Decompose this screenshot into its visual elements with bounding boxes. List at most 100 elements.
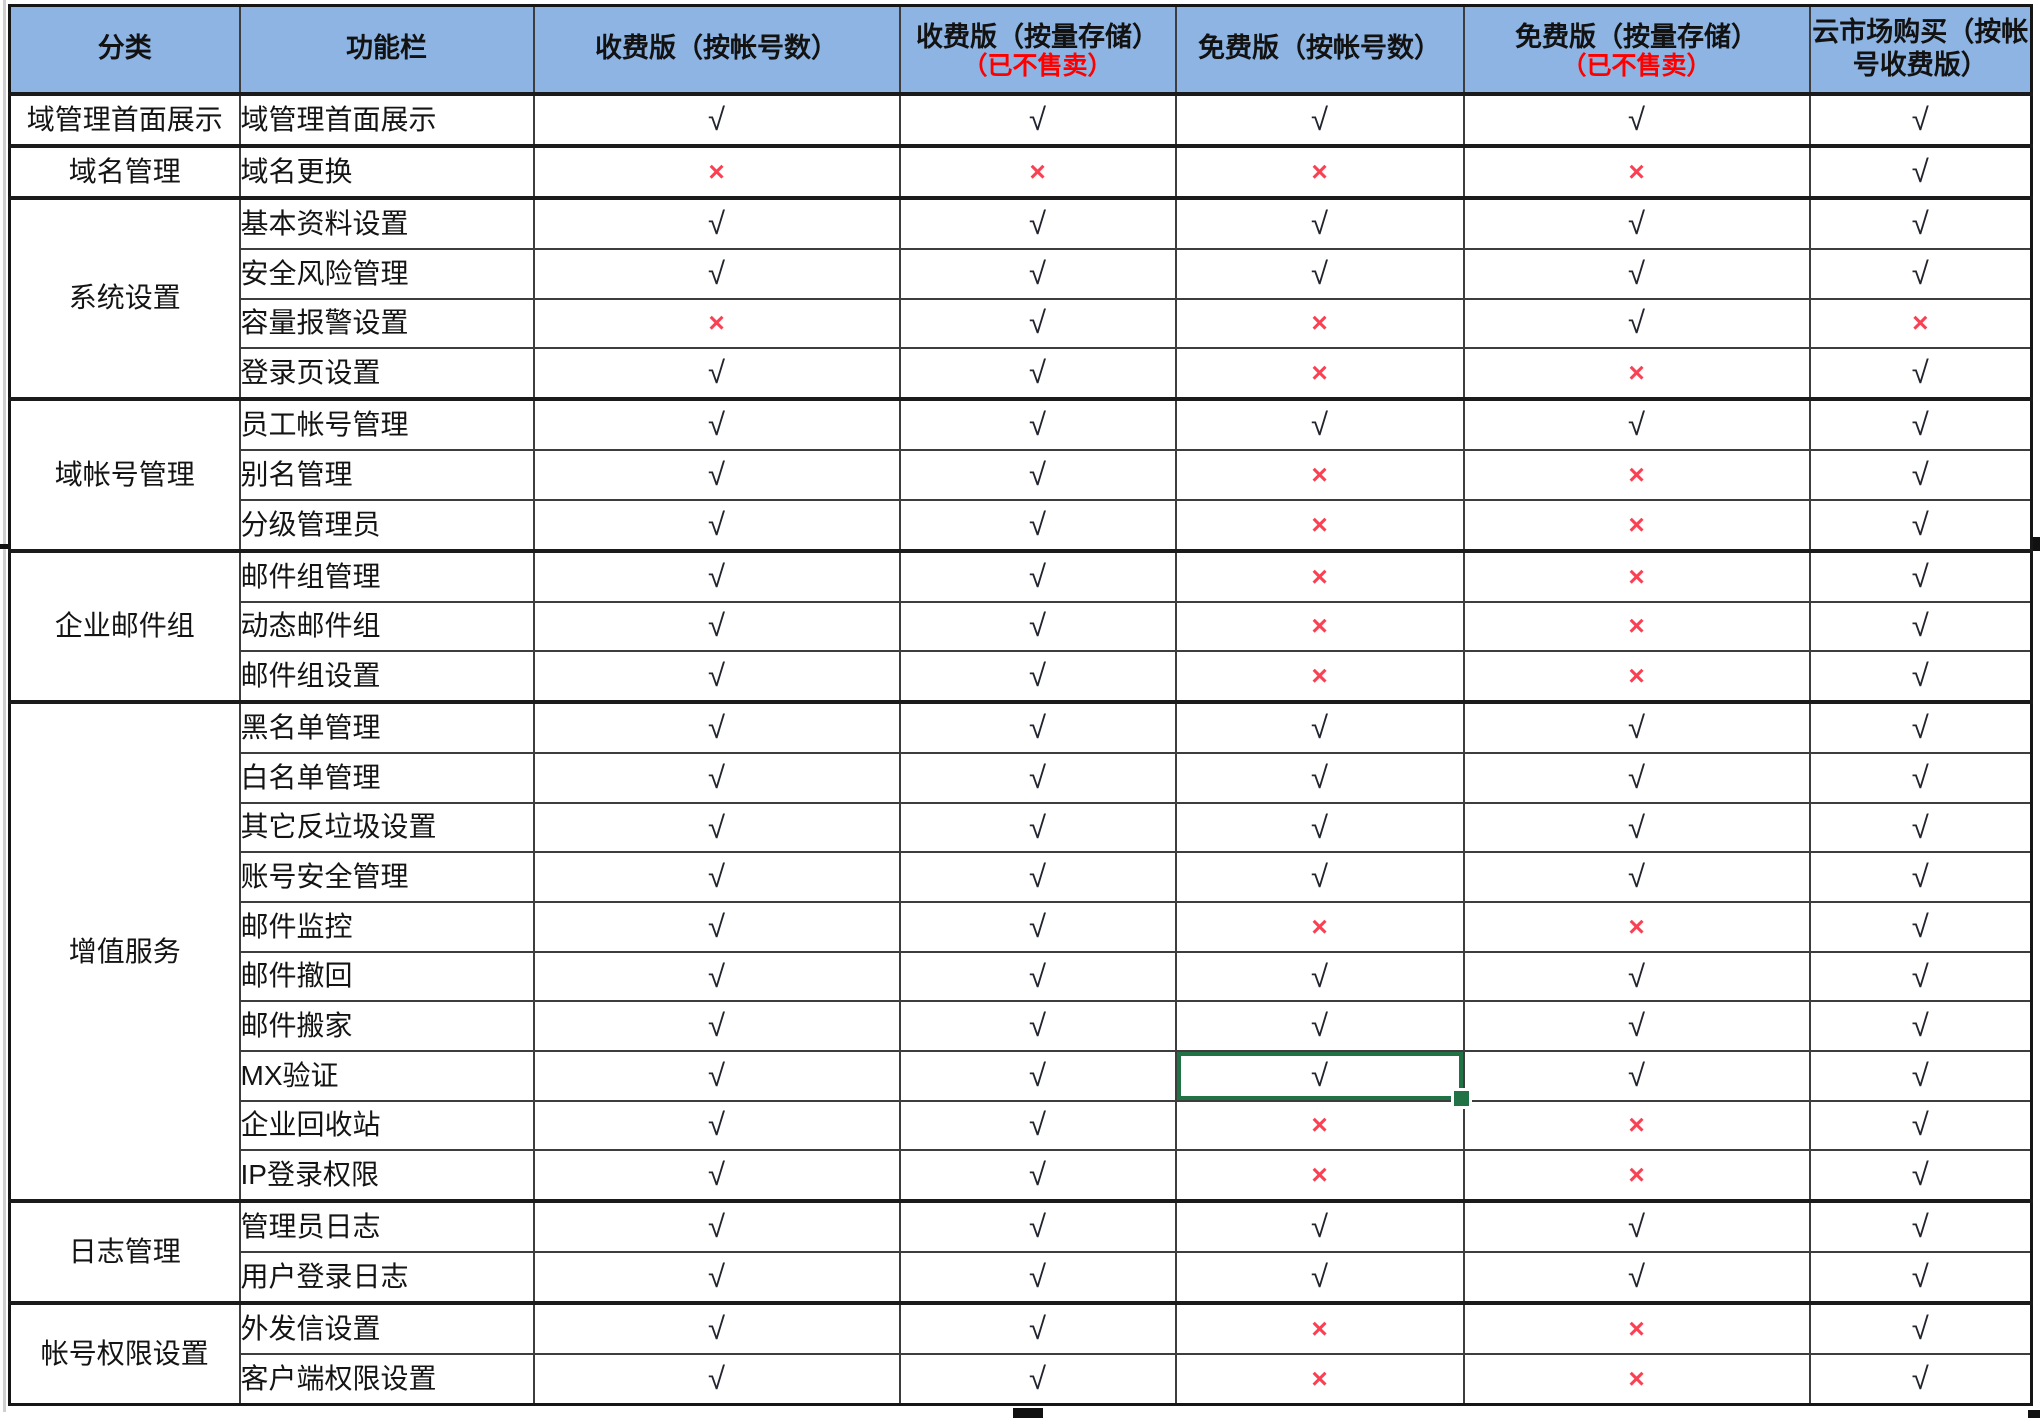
cross-mark-cell[interactable]: × [1174, 1301, 1465, 1355]
check-mark-cell[interactable]: √ [532, 901, 901, 953]
column-header-4[interactable]: 免费版（按帐号数） [1174, 4, 1465, 95]
check-mark-cell[interactable]: √ [1462, 1251, 1811, 1305]
check-mark-cell[interactable]: √ [532, 449, 901, 501]
check-mark-cell[interactable]: √ [1462, 1049, 1811, 1102]
check-mark-cell[interactable]: √ [1462, 397, 1811, 452]
check-mark-cell[interactable]: √ [532, 1251, 901, 1305]
check-mark-cell[interactable]: √ [1174, 851, 1465, 904]
check-mark-cell[interactable]: √ [1462, 247, 1811, 300]
check-mark-cell[interactable]: √ [1808, 950, 2033, 1003]
check-mark-cell[interactable]: √ [1808, 851, 2033, 904]
category-cell[interactable]: 域名管理 [8, 143, 241, 200]
cross-mark-cell[interactable]: × [1174, 143, 1465, 200]
check-mark-cell[interactable]: √ [532, 247, 901, 300]
feature-cell[interactable]: 员工帐号管理 [238, 397, 535, 452]
check-mark-cell[interactable]: √ [532, 1049, 901, 1102]
column-header-2[interactable]: 收费版（按帐号数） [532, 4, 901, 95]
check-mark-cell[interactable]: √ [898, 247, 1177, 300]
cross-mark-cell[interactable]: × [1174, 650, 1465, 704]
check-mark-cell[interactable]: √ [1462, 1000, 1811, 1052]
check-mark-cell[interactable]: √ [1174, 196, 1465, 250]
cross-mark-cell[interactable]: × [1462, 498, 1811, 552]
check-mark-cell[interactable]: √ [1808, 752, 2033, 804]
feature-cell[interactable]: IP登录权限 [238, 1149, 535, 1203]
cross-mark-cell[interactable]: × [1174, 1099, 1465, 1152]
check-mark-cell[interactable]: √ [532, 1149, 901, 1203]
cross-mark-cell[interactable]: × [532, 143, 901, 200]
feature-cell[interactable]: 黑名单管理 [238, 700, 535, 755]
check-mark-cell[interactable]: √ [532, 397, 901, 452]
check-mark-cell[interactable]: √ [898, 851, 1177, 904]
feature-cell[interactable]: MX验证 [238, 1049, 535, 1102]
cross-mark-cell[interactable]: × [1174, 498, 1465, 552]
cross-mark-cell[interactable]: × [1174, 347, 1465, 401]
feature-cell[interactable]: 安全风险管理 [238, 247, 535, 300]
cross-mark-cell[interactable]: × [1462, 901, 1811, 953]
cross-mark-cell[interactable]: × [1462, 650, 1811, 704]
feature-cell[interactable]: 邮件撤回 [238, 950, 535, 1003]
check-mark-cell[interactable]: √ [1808, 1000, 2033, 1052]
cross-mark-cell[interactable]: × [1808, 297, 2033, 350]
check-mark-cell[interactable]: √ [532, 650, 901, 704]
check-mark-cell[interactable]: √ [1462, 297, 1811, 350]
feature-cell[interactable]: 其它反垃圾设置 [238, 801, 535, 854]
check-mark-cell[interactable]: √ [898, 650, 1177, 704]
check-mark-cell[interactable]: √ [1808, 1099, 2033, 1152]
cross-mark-cell[interactable]: × [532, 297, 901, 350]
cross-mark-cell[interactable]: × [1462, 548, 1811, 603]
check-mark-cell[interactable]: √ [898, 548, 1177, 603]
cross-mark-cell[interactable]: × [1462, 143, 1811, 200]
check-mark-cell[interactable]: √ [898, 1301, 1177, 1355]
check-mark-cell[interactable]: √ [532, 1099, 901, 1152]
feature-cell[interactable]: 邮件组设置 [238, 650, 535, 704]
check-mark-cell[interactable]: √ [898, 449, 1177, 501]
check-mark-cell[interactable]: √ [1808, 600, 2033, 653]
feature-cell[interactable]: 用户登录日志 [238, 1251, 535, 1305]
check-mark-cell[interactable]: √ [1808, 1049, 2033, 1102]
selected-cell[interactable]: √ [1174, 1049, 1472, 1109]
check-mark-cell[interactable]: √ [898, 950, 1177, 1003]
feature-cell[interactable]: 容量报警设置 [238, 297, 535, 350]
category-cell[interactable]: 域帐号管理 [8, 397, 241, 552]
check-mark-cell[interactable]: √ [898, 801, 1177, 854]
check-mark-cell[interactable]: √ [1174, 1251, 1465, 1305]
check-mark-cell[interactable]: √ [1808, 91, 2033, 147]
column-header-1[interactable]: 功能栏 [238, 4, 535, 95]
category-cell[interactable]: 帐号权限设置 [8, 1301, 241, 1406]
check-mark-cell[interactable]: √ [1808, 1353, 2033, 1406]
check-mark-cell[interactable]: √ [1808, 801, 2033, 854]
column-header-5[interactable]: 免费版（按量存储） （已不售卖） [1462, 4, 1811, 95]
cross-mark-cell[interactable]: × [1462, 600, 1811, 653]
check-mark-cell[interactable]: √ [1808, 247, 2033, 300]
check-mark-cell[interactable]: √ [532, 950, 901, 1003]
check-mark-cell[interactable]: √ [532, 700, 901, 755]
check-mark-cell[interactable]: √ [1174, 801, 1465, 854]
check-mark-cell[interactable]: √ [898, 1099, 1177, 1152]
cross-mark-cell[interactable]: × [1174, 1149, 1465, 1203]
check-mark-cell[interactable]: √ [1462, 950, 1811, 1003]
cross-mark-cell[interactable]: × [1174, 449, 1465, 501]
check-mark-cell[interactable]: √ [532, 1199, 901, 1254]
cross-mark-cell[interactable]: × [1174, 901, 1465, 953]
check-mark-cell[interactable]: √ [1462, 1199, 1811, 1254]
check-mark-cell[interactable]: √ [898, 1353, 1177, 1406]
check-mark-cell[interactable]: √ [532, 851, 901, 904]
category-cell[interactable]: 系统设置 [8, 195, 241, 401]
feature-cell[interactable]: 外发信设置 [238, 1301, 535, 1355]
feature-cell[interactable]: 邮件搬家 [238, 1000, 535, 1052]
cross-mark-cell[interactable]: × [1174, 548, 1465, 603]
check-mark-cell[interactable]: √ [1808, 196, 2033, 250]
check-mark-cell[interactable]: √ [898, 1000, 1177, 1052]
cross-mark-cell[interactable]: × [1462, 1301, 1811, 1355]
check-mark-cell[interactable]: √ [898, 297, 1177, 350]
cross-mark-cell[interactable]: × [1174, 1353, 1465, 1406]
check-mark-cell[interactable]: √ [1462, 801, 1811, 854]
check-mark-cell[interactable]: √ [1808, 650, 2033, 704]
check-mark-cell[interactable]: √ [1462, 700, 1811, 755]
check-mark-cell[interactable]: √ [1174, 1199, 1465, 1254]
cross-mark-cell[interactable]: × [1174, 600, 1465, 653]
category-cell[interactable]: 域管理首面展示 [8, 91, 241, 147]
cross-mark-cell[interactable]: × [1462, 1099, 1811, 1152]
feature-cell[interactable]: 邮件监控 [238, 901, 535, 953]
check-mark-cell[interactable]: √ [532, 1301, 901, 1355]
